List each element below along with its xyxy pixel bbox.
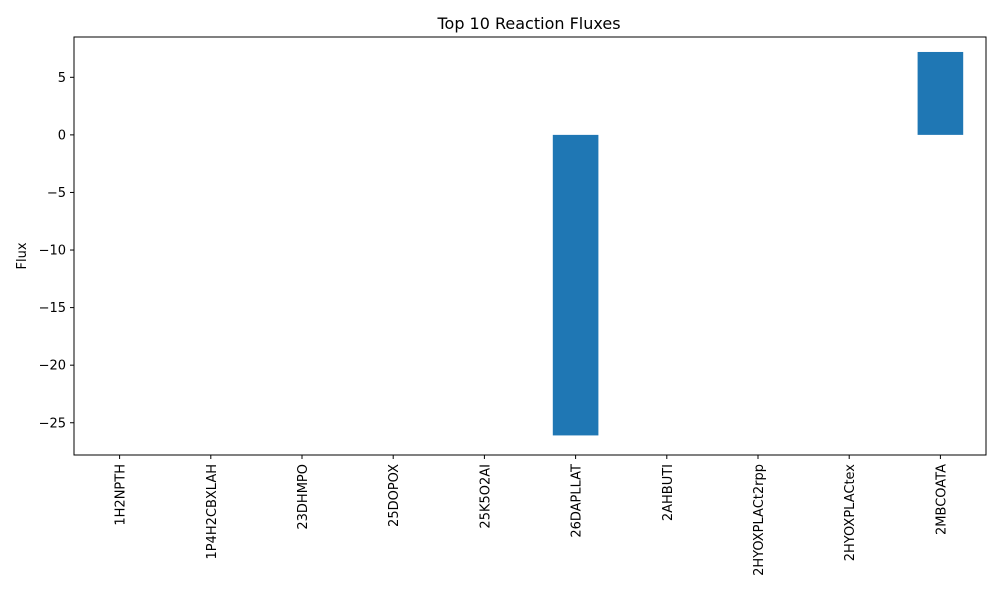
x-tick-label: 25K5O2AI: [478, 464, 493, 529]
y-tick-label: −25: [39, 416, 66, 431]
x-tick-label: 2HYOXPLACtex: [843, 464, 858, 562]
bar-26DAPLLAT: [552, 134, 599, 436]
x-tick-label: 25DOPOX: [387, 464, 402, 527]
x-tick-label: 1P4H2CBXLAH: [205, 464, 220, 560]
y-tick-label: −5: [47, 186, 66, 201]
bar-2MBCOATA: [917, 51, 964, 135]
x-tick-label: 2AHBUTI: [661, 464, 676, 521]
plot-frame: [73, 36, 987, 456]
y-tick-label: 0: [58, 128, 66, 143]
chart-title: Top 10 Reaction Fluxes: [436, 14, 620, 33]
y-axis-label: Flux: [15, 242, 30, 269]
x-tick-label: 26DAPLLAT: [570, 464, 585, 538]
bars-group: [552, 51, 964, 436]
x-tick-label: 2HYOXPLACt2rpp: [752, 464, 767, 576]
y-tick-label: −10: [39, 244, 66, 259]
x-tick-label: 1H2NPTH: [114, 464, 129, 526]
y-tick-label: −15: [39, 301, 66, 316]
y-tick-label: 5: [58, 71, 66, 86]
y-axis-ticks: −25 −20 −15 −10 −5 0 5: [39, 71, 74, 431]
x-axis-ticks: 1H2NPTH 1P4H2CBXLAH 23DHMPO 25DOPOX 25K5O2AI…: [114, 455, 949, 576]
y-tick-label: −20: [39, 359, 66, 374]
x-tick-label: 2MBCOATA: [934, 464, 949, 535]
x-tick-label: 23DHMPO: [296, 464, 311, 530]
